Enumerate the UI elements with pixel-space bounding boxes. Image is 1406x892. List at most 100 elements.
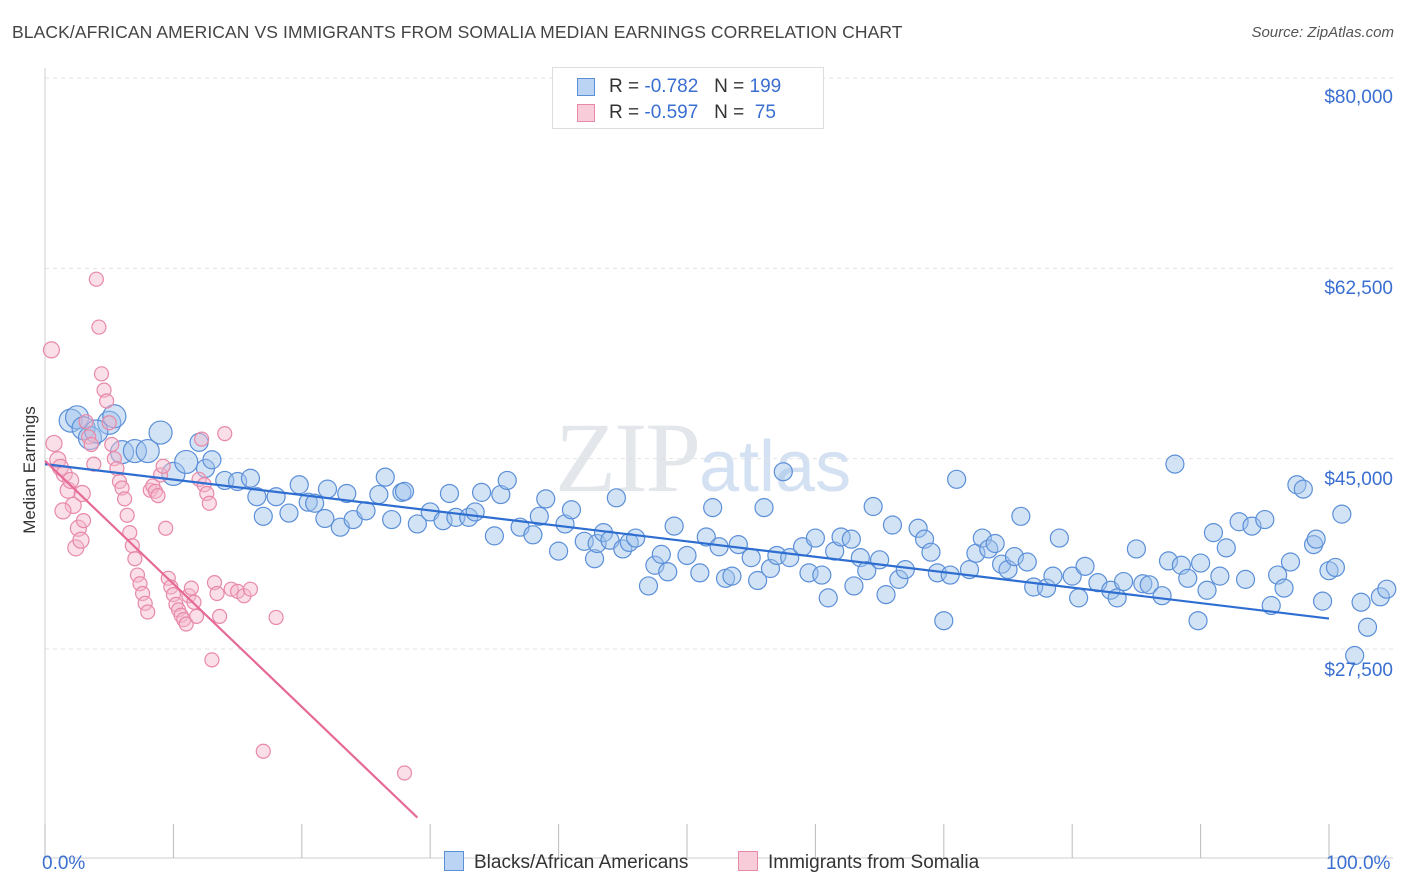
blacks-point-94	[857, 561, 877, 581]
blacks-point-44	[471, 482, 492, 502]
blacks-point-97	[876, 585, 896, 605]
blacks-point-162	[1370, 587, 1390, 607]
somalia-point-34	[134, 585, 151, 602]
somalia-point-37	[142, 482, 158, 498]
blacks-point-70	[690, 563, 710, 583]
blacks-point-60	[606, 488, 626, 508]
somalia-point-22	[104, 436, 120, 453]
blacks-point-52	[548, 541, 569, 561]
somalia-point-16	[88, 271, 104, 287]
x-tick-label-min: 0.0%	[42, 853, 86, 874]
legend-swatch-pink	[577, 104, 595, 122]
blacks-point-131	[1139, 575, 1159, 595]
blacks-point-37	[407, 514, 427, 534]
somalia-point-59	[199, 485, 215, 502]
blacks-trend-line	[44, 463, 1330, 620]
blacks-point-77	[741, 548, 761, 568]
blacks-point-69	[677, 545, 697, 566]
blacks-point-34	[382, 509, 402, 530]
blacks-point-32	[369, 484, 389, 505]
somalia-point-18	[93, 366, 110, 382]
somalia-point-12	[78, 414, 94, 430]
blacks-point-103	[921, 542, 941, 562]
blacks-point-159	[1345, 645, 1365, 666]
blacks-point-158	[1332, 504, 1352, 524]
blacks-point-161	[1357, 617, 1378, 637]
blacks-point-88	[818, 588, 838, 608]
blacks-point-47	[497, 470, 517, 491]
somalia-point-57	[194, 431, 210, 447]
somalia-trend-line	[44, 460, 419, 819]
blacks-point-66	[651, 544, 671, 564]
blacks-point-154	[1306, 529, 1326, 549]
blacks-point-79	[754, 498, 774, 518]
blacks-point-92	[844, 576, 864, 596]
blacks-point-64	[638, 576, 659, 596]
blacks-point-122	[1062, 566, 1082, 586]
somalia-point-43	[158, 520, 174, 536]
blacks-point-163	[1377, 579, 1397, 599]
blacks-point-56	[584, 549, 605, 569]
somalia-point-49	[173, 607, 189, 623]
y-tick-label-80000: $80,000	[1324, 87, 1393, 108]
bottom-legend-somalia: Immigrants from Somalia	[738, 851, 979, 874]
blacks-point-139	[1197, 580, 1217, 600]
blacks-point-50	[529, 506, 549, 526]
blacks-point-91	[841, 529, 861, 549]
blacks-point-117	[1017, 552, 1037, 572]
somalia-point-61	[204, 652, 220, 668]
blacks-point-26	[315, 508, 335, 529]
blacks-point-116	[1011, 506, 1031, 526]
blacks-point-63	[626, 528, 646, 548]
blacks-point-49	[523, 525, 543, 545]
blacks-point-155	[1312, 591, 1333, 611]
somalia-point-32	[129, 567, 146, 583]
somalia-point-64	[212, 608, 228, 624]
somalia-point-28	[119, 507, 135, 523]
somalia-point-27	[117, 491, 133, 507]
blacks-point-46	[491, 484, 511, 505]
blacks-point-100	[895, 560, 915, 580]
blacks-point-124	[1075, 556, 1095, 576]
blacks-point-149	[1274, 578, 1294, 598]
somalia-point-74	[73, 484, 91, 503]
blacks-point-54	[561, 500, 582, 520]
blacks-point-141	[1210, 566, 1230, 586]
blacks-point-107	[947, 469, 967, 489]
blacks-point-22	[279, 503, 299, 523]
blacks-point-110	[972, 528, 992, 548]
bottom-legend-swatch-pink	[738, 851, 758, 871]
somalia-point-23	[106, 451, 122, 467]
y-tick-label-62500: $62,500	[1324, 278, 1393, 299]
somalia-point-1	[45, 434, 63, 453]
blacks-point-20	[253, 506, 273, 526]
blacks-point-10	[148, 420, 173, 445]
blacks-point-138	[1190, 553, 1211, 573]
blacks-point-160	[1351, 592, 1371, 612]
chart-title: BLACK/AFRICAN AMERICAN VS IMMIGRANTS FRO…	[12, 22, 903, 42]
blacks-point-51	[536, 489, 556, 509]
somalia-point-20	[99, 393, 115, 409]
blacks-point-86	[805, 528, 826, 548]
blacks-point-15	[202, 450, 222, 470]
somalia-point-73	[54, 502, 72, 520]
blacks-point-106	[940, 565, 960, 585]
blacks-point-33	[375, 467, 395, 487]
somalia-point-63	[209, 585, 225, 602]
legend-swatch-blue	[577, 78, 595, 96]
blacks-point-24	[298, 492, 318, 512]
blacks-point-152	[1293, 479, 1313, 499]
blacks-point-23	[289, 475, 309, 495]
legend-text-blacks: R = -0.782 N = 199	[609, 76, 782, 97]
bottom-legend-swatch-blue	[444, 851, 464, 871]
source-label: Source: ZipAtlas.com	[1251, 24, 1394, 41]
somalia-point-14	[83, 436, 99, 453]
blacks-point-87	[812, 565, 832, 585]
blacks-point-8	[122, 438, 147, 464]
blacks-point-53	[555, 514, 575, 534]
somalia-point-0	[42, 341, 61, 359]
blacks-point-19	[247, 487, 267, 507]
somalia-point-46	[165, 587, 181, 603]
somalia-point-31	[127, 551, 143, 567]
